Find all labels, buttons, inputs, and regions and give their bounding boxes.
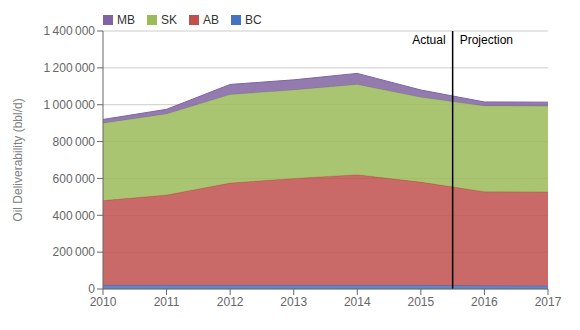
html-text:MB: MB — [117, 13, 135, 27]
svg-text:Projection: Projection — [460, 33, 513, 47]
svg-text:2017: 2017 — [535, 295, 562, 309]
svg-text:400 000: 400 000 — [53, 209, 96, 223]
svg-text:800 000: 800 000 — [53, 135, 96, 149]
svg-text:2011: 2011 — [154, 295, 180, 309]
svg-text:2010: 2010 — [90, 295, 117, 309]
svg-text:1 000 000: 1 000 000 — [43, 98, 95, 112]
svg-text:1 200 000: 1 200 000 — [43, 61, 95, 75]
svg-text:2012: 2012 — [217, 295, 244, 309]
svg-text:2013: 2013 — [280, 295, 307, 309]
svg-text:600 000: 600 000 — [53, 172, 96, 186]
html-text:BC: BC — [245, 13, 262, 27]
svg-text:1 400 000: 1 400 000 — [43, 24, 95, 38]
html-text:SK: SK — [161, 13, 177, 27]
svg-text:0: 0 — [88, 282, 95, 296]
svg-text:Oil Deliverability (bbl/d): Oil Deliverability (bbl/d) — [11, 98, 25, 221]
html-text:AB: AB — [203, 13, 219, 27]
svg-text:Actual: Actual — [412, 33, 445, 47]
svg-text:2015: 2015 — [408, 295, 435, 309]
svg-text:2016: 2016 — [471, 295, 498, 309]
svg-text:2014: 2014 — [344, 295, 371, 309]
svg-text:200 000: 200 000 — [53, 245, 96, 259]
